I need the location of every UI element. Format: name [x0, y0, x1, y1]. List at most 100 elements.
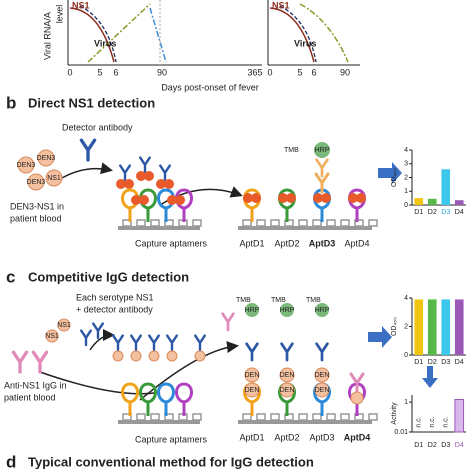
hrp-label: HRP: [245, 307, 260, 314]
antibody: [159, 164, 171, 182]
bar: [454, 200, 464, 205]
aptamer-label: AptD1: [239, 432, 264, 442]
ns1-dimer: [348, 193, 358, 203]
bar: [454, 398, 465, 433]
ns1-protein: [244, 382, 260, 398]
x-tick-label: 5: [297, 67, 302, 77]
aptamer-label: AptD2: [274, 238, 299, 248]
well: [242, 219, 252, 227]
y-tick-label: 3: [404, 161, 408, 168]
x-tick-label: D3: [441, 359, 450, 366]
well: [122, 219, 132, 227]
panel-letter: d: [6, 452, 16, 471]
ns1-protein: [17, 156, 35, 174]
aptamer: [278, 188, 296, 222]
aptamer-label: AptD1: [239, 238, 264, 248]
antibody: [245, 342, 259, 362]
hrp-label: HRP: [315, 307, 330, 314]
well: [192, 413, 202, 421]
aptamer-label: AptD3: [309, 238, 336, 248]
aptamer-label: AptD2: [274, 432, 299, 442]
y-tick-label: 2: [404, 174, 408, 181]
aptamer: [121, 382, 139, 416]
well: [368, 219, 378, 227]
x-label: Days post-onset of fever: [161, 82, 259, 92]
y-label: Activity: [391, 402, 398, 425]
ns1-dimer: [313, 193, 323, 203]
surface: [238, 226, 372, 230]
ns1-curve: [69, 7, 115, 63]
antibody: [92, 322, 104, 340]
bar: [441, 299, 451, 355]
tmb-label: TMB: [271, 297, 286, 304]
antibody: [139, 156, 151, 174]
antibody: [119, 164, 131, 182]
aptamer: [121, 188, 139, 222]
y-tick-label: 2: [404, 323, 408, 330]
ns1-dimer: [278, 193, 288, 203]
ns1-dimer: [164, 179, 174, 189]
antibody: [31, 350, 49, 374]
y-tick-label: 4: [404, 147, 408, 154]
arrow: [378, 162, 402, 184]
aptamer: [175, 382, 193, 416]
protein-label: DEN: [280, 372, 295, 379]
igg-curve: [299, 3, 349, 63]
ns1-protein: [45, 169, 63, 187]
ns1-protein: [194, 350, 206, 362]
hrp: [280, 303, 294, 317]
antibody: [79, 138, 97, 162]
x-tick-label: 5: [97, 67, 102, 77]
ns1-protein: [45, 329, 59, 343]
well: [354, 219, 364, 227]
ns1-protein: [244, 367, 260, 383]
ns1-dimer: [243, 193, 253, 203]
antibody: [315, 342, 329, 362]
arrow: [368, 326, 392, 348]
x-tick-label: 90: [157, 67, 167, 77]
well: [312, 219, 322, 227]
igg-curve: [149, 7, 167, 63]
bar: [414, 299, 424, 355]
antibody: [314, 172, 330, 194]
x-tick-label: D3: [441, 442, 450, 449]
well: [354, 413, 364, 421]
bar: [454, 299, 464, 355]
protein-label: DEN: [245, 387, 260, 394]
well: [242, 413, 252, 421]
ns1-protein: [314, 367, 330, 383]
bar: [414, 198, 424, 205]
curve-label: NS1: [272, 0, 290, 10]
x-tick-label: 0: [67, 67, 72, 77]
surface: [118, 226, 200, 230]
aptamer: [157, 382, 175, 416]
curve-label: Virus: [294, 38, 316, 48]
curve-label: NS1: [72, 0, 90, 10]
ns1-protein: [57, 318, 71, 332]
label: Detector antibody: [62, 122, 133, 132]
well: [164, 219, 174, 227]
protein-label: NS1: [47, 175, 61, 182]
ns1-protein: [314, 382, 330, 398]
x-tick-label: 90: [340, 67, 350, 77]
ns1-dimer: [144, 171, 154, 181]
aptamer-label: AptD4: [344, 432, 371, 442]
well: [284, 413, 294, 421]
ns1-dimer: [286, 193, 296, 203]
ns1-protein: [148, 350, 160, 362]
antibody: [280, 342, 294, 362]
well: [270, 413, 280, 421]
hrp-label: HRP: [315, 147, 330, 154]
ns1-protein: [350, 391, 364, 405]
well: [256, 413, 266, 421]
y-tick-label: 1: [404, 188, 408, 195]
x-tick-label: 365: [247, 67, 262, 77]
protein-label: DEN: [315, 372, 330, 379]
well: [150, 413, 160, 421]
antibody: [112, 334, 124, 352]
well: [340, 413, 350, 421]
label: patient blood: [10, 213, 62, 223]
hrp: [245, 303, 259, 317]
well: [164, 413, 174, 421]
